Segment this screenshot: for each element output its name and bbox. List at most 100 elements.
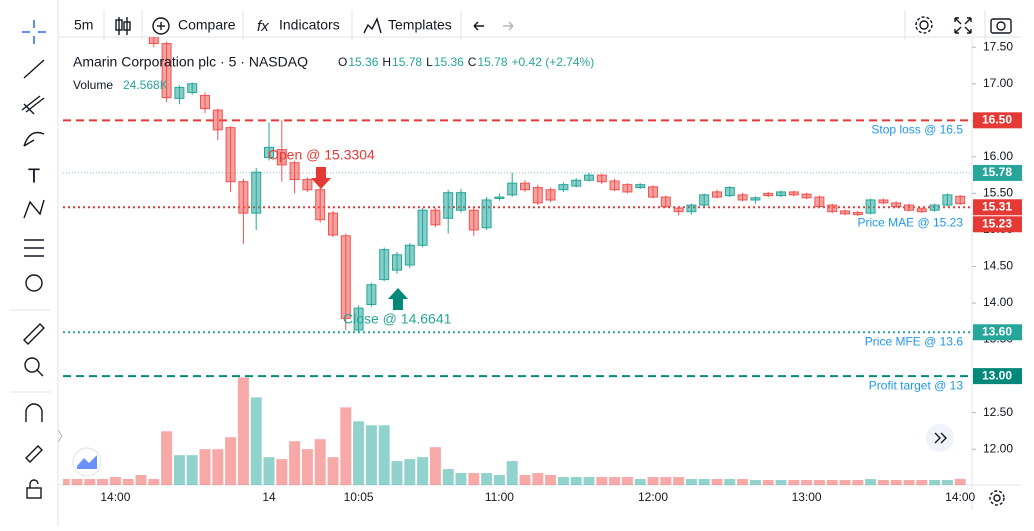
text-tool[interactable]: T — [28, 165, 40, 187]
candle-body — [148, 37, 159, 45]
price-label-box — [973, 216, 1022, 233]
brush-tool[interactable] — [23, 131, 45, 147]
price-label-box — [973, 324, 1022, 341]
interval-button[interactable]: 5m — [74, 17, 93, 33]
volume-bar — [506, 461, 518, 485]
prediction-tool[interactable] — [24, 239, 44, 257]
indicators-button[interactable]: Indicators — [279, 17, 340, 33]
candle-body — [494, 196, 505, 200]
volume-bar — [391, 461, 403, 485]
candle-body — [916, 208, 927, 213]
lock-tool[interactable] — [26, 479, 42, 499]
change: +0.42 (+2.74%) — [512, 55, 595, 69]
volume-bar — [365, 425, 377, 485]
emoji-tool[interactable] — [25, 274, 43, 292]
candle-body — [942, 194, 953, 206]
volume-bar — [647, 477, 659, 485]
price-label: 15.23 — [982, 216, 1012, 230]
ohlc-key: C — [468, 55, 477, 69]
candle-body — [827, 204, 838, 213]
candle-body — [776, 191, 786, 197]
volume-bar — [724, 479, 736, 485]
volume-bar — [519, 475, 531, 485]
candle-body — [545, 189, 556, 201]
volume-bar — [852, 480, 864, 485]
x-tick-label: 13:00 — [792, 490, 822, 504]
zoom-tool[interactable] — [24, 357, 44, 377]
candle-body — [328, 212, 338, 236]
scroll-to-latest-button[interactable] — [926, 424, 954, 452]
collapse-toolbar-button[interactable] — [57, 429, 63, 443]
chart-style-button[interactable] — [115, 17, 131, 35]
candle-body — [750, 197, 761, 201]
volume-bar — [186, 455, 198, 485]
candle-body — [443, 192, 454, 219]
fullscreen-button[interactable] — [954, 17, 972, 34]
volume-bar — [545, 475, 557, 485]
volume-bar — [340, 407, 352, 485]
chart-settings-button[interactable] — [989, 490, 1005, 506]
volume-bar — [109, 477, 121, 485]
volume-bar — [826, 480, 838, 485]
y-tick-label: 15.50 — [983, 186, 1013, 200]
volume-bar — [583, 477, 595, 485]
candle-body — [660, 196, 671, 208]
snapshot-button[interactable] — [990, 18, 1012, 34]
y-tick-label: 17.50 — [983, 39, 1013, 53]
candle-body — [315, 189, 326, 221]
candle-body — [955, 195, 966, 205]
candle-body — [430, 209, 441, 226]
settings-button[interactable] — [915, 16, 933, 34]
y-tick-label: 16.00 — [983, 149, 1013, 163]
gann-tool[interactable] — [21, 95, 45, 115]
candle-body — [929, 204, 940, 211]
redo-button[interactable] — [503, 21, 514, 31]
compare-button[interactable]: Compare — [178, 17, 236, 33]
open-annotation: Open @ 15.3304 — [268, 147, 375, 163]
volume-bar — [762, 480, 774, 485]
x-tick-label: 11:00 — [485, 490, 514, 504]
price-label: 16.50 — [982, 112, 1012, 126]
volume-bar — [173, 455, 185, 485]
volume-bar — [276, 459, 288, 485]
candle-body — [481, 199, 492, 229]
pattern-tool[interactable] — [23, 199, 45, 219]
top-toolbar: 5m Compare fx Indicators Templates — [58, 10, 1022, 40]
candle-body — [302, 179, 313, 191]
x-tick-label: 14:00 — [100, 490, 130, 504]
sell-arrow — [311, 167, 331, 189]
volume-bar — [122, 479, 134, 485]
volume-bar — [698, 479, 710, 485]
crosshair-tool[interactable] — [22, 20, 46, 44]
undo-button[interactable] — [473, 21, 484, 31]
volume-bar — [289, 441, 301, 485]
symbol-title: Amarin Corporation plc · 5 · NASDAQ — [73, 54, 308, 70]
indicators-icon: fx — [257, 18, 269, 35]
volume-bar — [148, 479, 160, 485]
price-label: 13.60 — [982, 324, 1012, 338]
volume-bar — [813, 480, 825, 485]
magnet-tool[interactable] — [25, 403, 43, 422]
candle-body — [392, 254, 402, 271]
trend-line-tool[interactable] — [23, 59, 45, 79]
candle-body — [468, 209, 479, 231]
templates-button[interactable]: Templates — [388, 17, 452, 33]
price-label: 15.31 — [982, 199, 1012, 213]
volume-bar — [634, 479, 646, 485]
price-label: 13.00 — [982, 368, 1012, 382]
candle-body — [340, 235, 351, 319]
volume-bar — [161, 431, 173, 485]
volume-bar — [609, 477, 621, 485]
drawing-lock-tool[interactable] — [25, 445, 43, 463]
candle-body — [251, 171, 262, 214]
templates-icon — [363, 17, 382, 34]
candle-body — [417, 209, 428, 246]
measure-tool[interactable] — [23, 323, 45, 345]
volume-bar — [903, 480, 915, 485]
volume-bar — [301, 449, 313, 485]
ohlc-key: O — [338, 55, 347, 69]
candle-body — [840, 210, 850, 215]
volume-value: 24.568K — [123, 78, 168, 92]
